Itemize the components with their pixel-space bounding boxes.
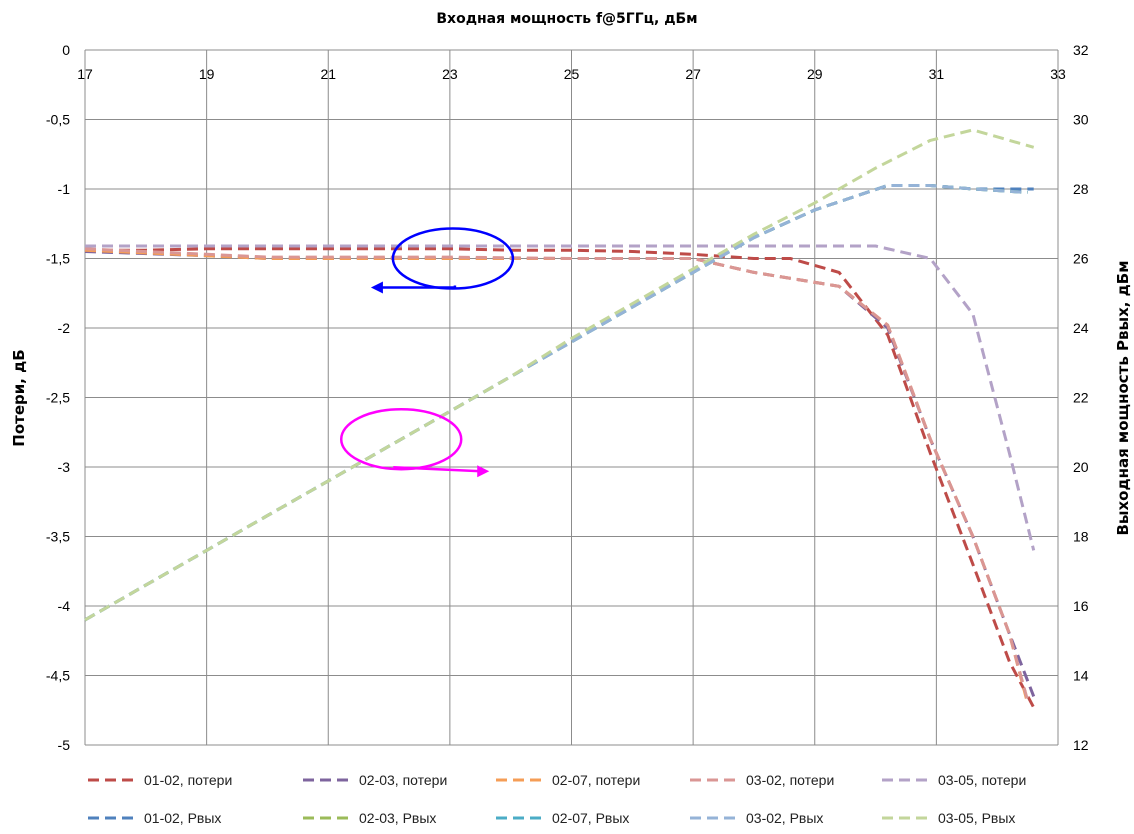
y-right-tick-label: 24 (1073, 320, 1089, 336)
y-right-tick-label: 14 (1073, 668, 1089, 684)
y-right-tick-label: 30 (1073, 112, 1089, 128)
y-left-tick-label: -1 (58, 181, 71, 197)
y-left-tick-label: -0,5 (46, 112, 70, 128)
y-left-tick-label: -4 (58, 598, 71, 614)
y-left-tick-label: 0 (62, 42, 70, 58)
y-right-tick-label: 28 (1073, 181, 1089, 197)
annotation-ellipse-2 (339, 407, 463, 471)
annotation-arrow-2 (393, 465, 482, 473)
legend-label: 03-05, Рвых (938, 810, 1015, 826)
x-tick-label: 31 (929, 66, 945, 82)
y-left-tick-label: -5 (58, 737, 71, 753)
y-left-tick-label: -3,5 (46, 529, 70, 545)
y-axis-left-label: Потери, дБ (10, 349, 28, 446)
x-tick-label: 21 (320, 66, 336, 82)
x-tick-label: 23 (442, 66, 458, 82)
series-line-1 (85, 247, 1036, 709)
legend-label: 01-02, Рвых (144, 810, 221, 826)
legend-item-3: 02-07, потери (496, 772, 640, 788)
legend-label: 03-02, потери (746, 772, 834, 788)
series-line-4 (84, 247, 1030, 701)
y-left-tick-label: -3 (58, 459, 71, 475)
legend-item-1: 01-02, потери (88, 772, 232, 788)
legend-item-4: 03-02, потери (690, 772, 834, 788)
y-right-tick-label: 12 (1073, 737, 1089, 753)
annotation-arrowhead-2 (477, 465, 490, 478)
x-tick-label: 29 (807, 66, 823, 82)
y-right-tick-label: 32 (1073, 42, 1089, 58)
legend-label: 02-03, потери (359, 772, 447, 788)
legend-item-9: 03-02, Рвых (690, 810, 823, 826)
x-tick-label: 17 (77, 66, 93, 82)
series-line-10 (84, 128, 1035, 622)
y-left-tick-label: -4,5 (46, 668, 70, 684)
legend: 01-02, потери 02-03, потери 02-07, потери 0… (88, 772, 1026, 826)
annotations (339, 227, 515, 478)
chart-title: Входная мощность f@5ГГц, дБм (436, 11, 697, 27)
series-line-9 (84, 184, 1028, 622)
series-line-5 (85, 244, 1036, 551)
legend-label: 02-07, потери (552, 772, 640, 788)
y-left-tick-label: -1,5 (46, 251, 70, 267)
annotation-arrowhead-1 (370, 281, 383, 294)
legend-item-8: 02-07, Рвых (496, 810, 629, 826)
series-layer (84, 128, 1036, 709)
tick-labels: 17 19 21 23 25 27 29 31 33 0 -0,5 -1 -1,5 -2 -2,5 -3 -3,… (46, 42, 1089, 753)
legend-item-10: 03-05, Рвых (882, 810, 1015, 826)
legend-label: 02-07, Рвых (552, 810, 629, 826)
y-right-tick-label: 16 (1073, 598, 1089, 614)
x-tick-label: 27 (685, 66, 701, 82)
y-axis-right-label: Выходная мощность Рвых, дБм (1114, 261, 1132, 536)
legend-item-6: 01-02, Рвых (88, 810, 221, 826)
legend-label: 03-05, потери (938, 772, 1026, 788)
y-right-tick-label: 18 (1073, 529, 1089, 545)
y-left-tick-label: -2 (58, 320, 71, 336)
legend-item-7: 02-03, Рвых (303, 810, 436, 826)
legend-label: 03-02, Рвых (746, 810, 823, 826)
x-tick-label: 19 (199, 66, 215, 82)
y-right-tick-label: 26 (1073, 251, 1089, 267)
legend-item-5: 03-05, потери (882, 772, 1026, 788)
x-tick-label: 25 (564, 66, 580, 82)
y-right-tick-label: 22 (1073, 390, 1089, 406)
x-tick-label: 33 (1050, 66, 1066, 82)
legend-label: 02-03, Рвых (359, 810, 436, 826)
y-left-tick-label: -2,5 (46, 390, 70, 406)
legend-label: 01-02, потери (144, 772, 232, 788)
y-right-tick-label: 20 (1073, 459, 1089, 475)
legend-item-2: 02-03, потери (303, 772, 447, 788)
annotation-arrow-1 (378, 285, 457, 289)
